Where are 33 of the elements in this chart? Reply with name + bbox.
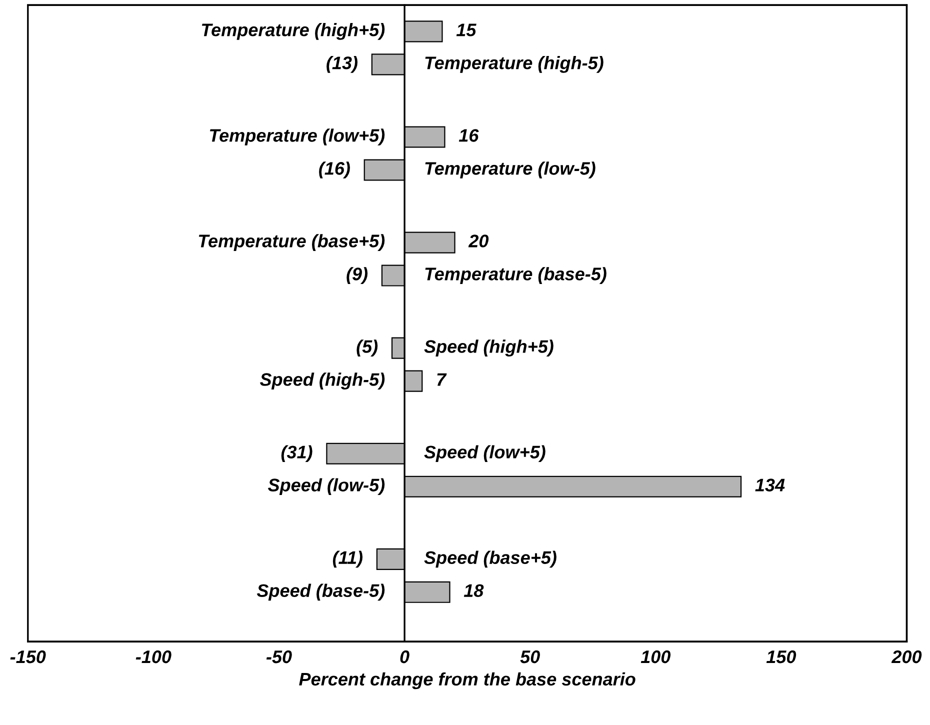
y-tick-label: Speed (base-5): [256, 584, 385, 601]
data-label: (11): [332, 550, 363, 568]
data-label: 134: [755, 478, 785, 492]
data-label: (31): [281, 445, 312, 462]
data-label: (9): [346, 267, 368, 284]
x-tick-label: 100: [640, 650, 671, 664]
data-label: 16: [458, 129, 479, 142]
y-tick-label: Speed (high+5): [424, 340, 554, 356]
y-tick-label: Temperature (low+5): [210, 128, 385, 146]
x-tick-label: 0: [400, 650, 410, 664]
y-tick-label: Speed (low-5): [268, 478, 385, 496]
data-label: 7: [437, 373, 447, 386]
data-label: (5): [356, 340, 378, 356]
x-tick-label: -100: [136, 650, 172, 664]
data-label: 18: [464, 584, 484, 597]
x-tick-label: -150: [10, 650, 46, 664]
x-tick-label: 200: [891, 650, 922, 664]
y-tick-label: Temperature (base+5): [198, 234, 385, 251]
data-label: (13): [326, 56, 358, 73]
y-tick-label: Temperature (high-5): [425, 56, 604, 73]
y-tick-label: Speed (high-5): [260, 372, 385, 390]
x-tick-label: -50: [266, 650, 292, 664]
x-tick-label: 150: [766, 650, 796, 664]
y-tick-label: Temperature (base-5): [425, 267, 606, 284]
x-tick-label: 50: [520, 650, 540, 664]
data-label: (16): [319, 162, 350, 178]
y-tick-label: Speed (base+5): [424, 550, 556, 568]
y-tick-label: Speed (low+5): [424, 445, 546, 462]
data-label: 20: [468, 234, 489, 248]
y-tick-label: Temperature (high+5): [202, 23, 385, 40]
y-tick-label: Temperature (low-5): [425, 162, 596, 178]
data-label: 15: [456, 24, 476, 36]
x-axis-title: Percent change from the base scenario: [299, 672, 636, 690]
